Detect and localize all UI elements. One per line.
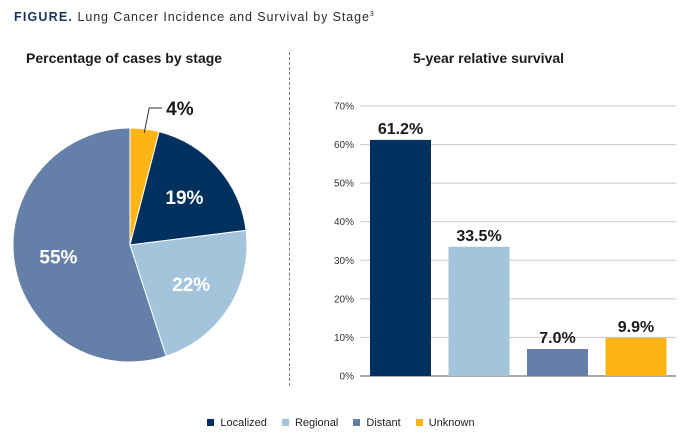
legend-label-regional: Regional — [294, 417, 339, 429]
figure-title-superscript: 3 — [369, 10, 375, 18]
bar-unknown — [605, 337, 667, 376]
pie-label-localized: 19% — [165, 188, 203, 209]
y-tick-label: 60% — [334, 140, 354, 151]
chart-divider — [289, 52, 290, 386]
bar-distant — [527, 349, 588, 376]
legend-swatch-localized — [207, 419, 215, 426]
pie-label-distant: 55% — [39, 247, 77, 268]
bar-regional — [448, 246, 510, 376]
y-tick-label: 40% — [334, 217, 354, 228]
y-tick-label: 70% — [334, 102, 354, 113]
legend: Localized Regional Distant Unknown — [0, 417, 682, 429]
pie-label-unknown: 4% — [166, 99, 194, 120]
legend-label-localized: Localized — [220, 417, 267, 429]
legend-item-regional: Regional — [281, 417, 339, 429]
bar-value-label-unknown: 9.9% — [618, 319, 654, 336]
figure-prefix: FIGURE. — [14, 10, 74, 24]
pie-label-regional: 22% — [172, 275, 210, 296]
legend-label-unknown: Unknown — [428, 417, 475, 429]
pie-slice-regional — [129, 229, 248, 357]
y-tick-label: 30% — [334, 256, 354, 267]
y-tick-label: 0% — [340, 372, 355, 383]
y-tick-label: 10% — [334, 333, 354, 344]
pie-slice-localized — [129, 131, 247, 246]
pie-slice-distant — [12, 127, 167, 363]
bar-chart-title: 5-year relative survival — [413, 50, 564, 66]
figure-title: FIGURE. Lung Cancer Incidence and Surviv… — [14, 10, 375, 24]
y-tick-label: 20% — [334, 294, 354, 305]
figure-title-text: Lung Cancer Incidence and Survival by St… — [77, 10, 370, 24]
legend-swatch-unknown — [415, 419, 423, 426]
y-tick-label: 50% — [334, 179, 354, 190]
legend-label-distant: Distant — [366, 417, 401, 429]
legend-item-localized: Localized — [207, 417, 267, 429]
legend-swatch-regional — [281, 419, 289, 426]
bar-value-label-regional: 33.5% — [456, 228, 501, 245]
bar-localized — [370, 139, 431, 376]
bar-value-label-distant: 7.0% — [539, 330, 575, 347]
legend-item-unknown: Unknown — [415, 417, 475, 429]
legend-swatch-distant — [353, 419, 361, 426]
bar-value-label-localized: 61.2% — [378, 121, 423, 138]
pie-chart-title: Percentage of cases by stage — [26, 50, 223, 66]
legend-item-distant: Distant — [353, 417, 401, 429]
pie-leader-line-unknown — [143, 107, 163, 133]
